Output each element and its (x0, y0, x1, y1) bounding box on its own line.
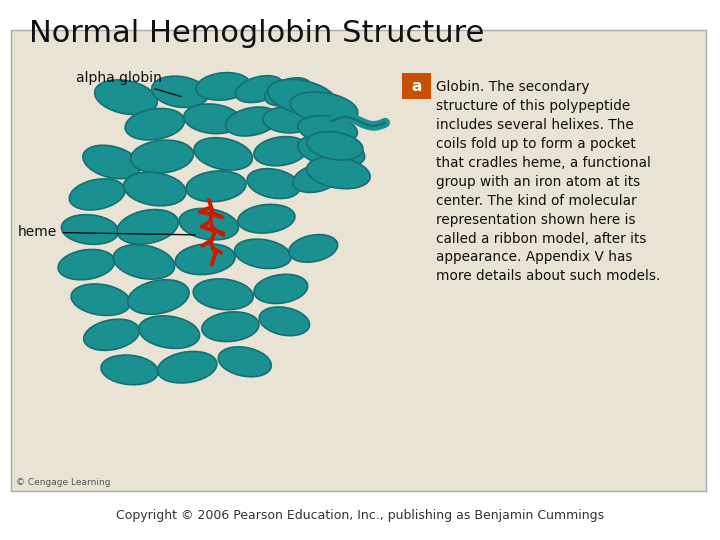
Ellipse shape (117, 210, 179, 244)
Ellipse shape (290, 92, 358, 124)
Ellipse shape (293, 164, 341, 192)
FancyBboxPatch shape (11, 30, 706, 491)
Ellipse shape (130, 140, 194, 173)
Ellipse shape (263, 107, 313, 133)
Text: Normal Hemoglobin Structure: Normal Hemoglobin Structure (29, 19, 484, 48)
Ellipse shape (196, 73, 251, 100)
Ellipse shape (268, 79, 337, 115)
Ellipse shape (259, 307, 310, 336)
Ellipse shape (158, 352, 217, 383)
Ellipse shape (254, 274, 307, 303)
Ellipse shape (298, 135, 364, 167)
Ellipse shape (202, 312, 259, 341)
Ellipse shape (254, 137, 307, 166)
Ellipse shape (265, 78, 311, 106)
Text: alpha globin: alpha globin (76, 71, 181, 97)
Ellipse shape (127, 280, 189, 314)
Text: © Cengage Learning: © Cengage Learning (16, 478, 110, 487)
Ellipse shape (289, 234, 338, 262)
Ellipse shape (238, 204, 295, 233)
Ellipse shape (124, 172, 186, 206)
Text: Copyright © 2006 Pearson Education, Inc., publishing as Benjamin Cummings: Copyright © 2006 Pearson Education, Inc.… (116, 509, 604, 522)
Ellipse shape (175, 244, 235, 275)
Ellipse shape (152, 76, 208, 107)
Text: a: a (411, 79, 421, 94)
Text: heme: heme (18, 225, 195, 239)
Ellipse shape (69, 179, 125, 210)
Ellipse shape (125, 109, 184, 140)
Text: Globin. The secondary
structure of this polypeptide
includes several helixes. Th: Globin. The secondary structure of this … (436, 80, 660, 284)
Ellipse shape (83, 145, 140, 179)
Ellipse shape (235, 76, 283, 103)
Ellipse shape (247, 168, 300, 199)
Ellipse shape (113, 245, 175, 279)
Ellipse shape (307, 132, 363, 160)
Ellipse shape (298, 116, 357, 144)
Ellipse shape (94, 80, 158, 114)
Ellipse shape (139, 316, 199, 348)
Ellipse shape (101, 355, 158, 384)
Ellipse shape (58, 249, 114, 280)
Ellipse shape (193, 279, 253, 310)
Ellipse shape (218, 347, 271, 377)
Ellipse shape (307, 157, 370, 188)
Ellipse shape (71, 284, 130, 315)
Ellipse shape (194, 138, 253, 170)
Ellipse shape (225, 107, 279, 136)
Ellipse shape (179, 208, 238, 240)
Ellipse shape (235, 239, 291, 268)
Ellipse shape (186, 171, 246, 202)
Ellipse shape (61, 215, 119, 244)
Ellipse shape (84, 319, 140, 350)
FancyBboxPatch shape (402, 73, 431, 99)
Ellipse shape (184, 104, 241, 133)
